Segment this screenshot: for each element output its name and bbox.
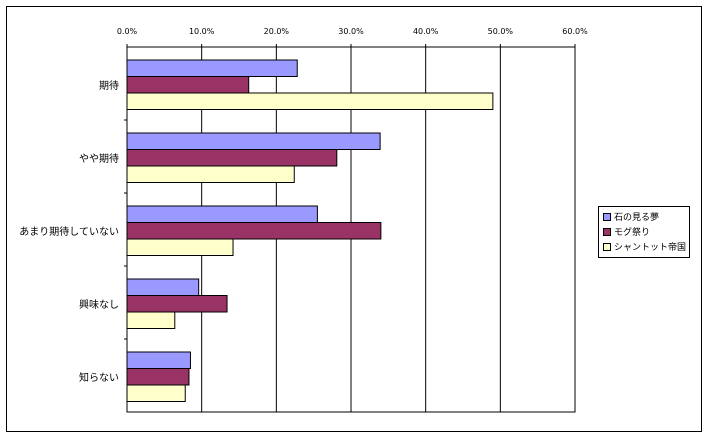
- legend-item: シャントット帝国: [603, 239, 689, 254]
- legend-label: 石の見る夢: [614, 213, 660, 223]
- bar: [126, 165, 295, 183]
- y-category-label: 期待: [99, 79, 119, 92]
- bar: [126, 205, 318, 223]
- legend-item: モグ祭り: [603, 224, 689, 239]
- legend-swatch: [603, 212, 611, 221]
- y-category-label: 興味なし: [79, 299, 119, 311]
- legend-label: モグ祭り: [614, 228, 651, 238]
- x-tick-label: 0.0%: [117, 27, 138, 36]
- bar: [126, 222, 382, 240]
- x-tick-label: 60.0%: [562, 27, 588, 36]
- bar: [126, 311, 176, 329]
- bar: [126, 295, 228, 313]
- bar: [126, 59, 298, 77]
- x-tick-label: 10.0%: [189, 27, 215, 36]
- y-category-label: あまり期待していない: [19, 225, 119, 238]
- chart-legend: 石の見る夢モグ祭りシャントット帝国: [598, 206, 690, 258]
- legend-label: シャントット帝国: [614, 243, 687, 253]
- bar: [126, 384, 186, 402]
- y-category-label: 知らない: [79, 371, 119, 384]
- bar: [126, 368, 190, 386]
- x-tick-label: 50.0%: [488, 27, 514, 36]
- bar: [126, 132, 381, 150]
- x-tick-label: 30.0%: [338, 27, 364, 36]
- legend-swatch: [603, 227, 611, 236]
- bar: [126, 351, 191, 369]
- bar: [126, 238, 234, 256]
- legend-swatch: [603, 242, 611, 251]
- x-tick-label: 40.0%: [413, 27, 439, 36]
- bar: [126, 76, 250, 94]
- bar: [126, 92, 494, 110]
- legend-item: 石の見る夢: [603, 209, 689, 224]
- x-tick-label: 20.0%: [264, 27, 290, 36]
- bar: [126, 278, 200, 296]
- y-category-label: やや期待: [79, 152, 119, 165]
- bar: [126, 149, 338, 167]
